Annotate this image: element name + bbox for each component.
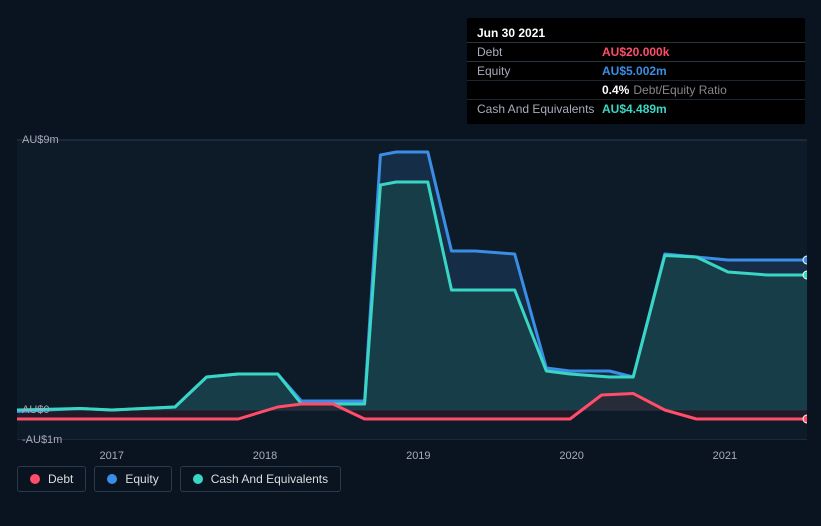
y-axis-label: AU$9m: [22, 134, 59, 146]
legend-dot-icon: [193, 474, 203, 484]
tooltip-value: AU$5.002m: [602, 64, 795, 78]
tooltip-label: Cash And Equivalents: [477, 102, 602, 116]
legend-item[interactable]: Cash And Equivalents: [180, 466, 341, 492]
legend-item[interactable]: Equity: [94, 466, 171, 492]
y-axis-label: AU$0: [22, 404, 50, 416]
x-axis-label: 2017: [100, 450, 124, 462]
tooltip-row: Cash And EquivalentsAU$4.489m: [467, 100, 805, 118]
tooltip-row: EquityAU$5.002m: [467, 62, 805, 81]
tooltip-label: [477, 83, 602, 97]
tooltip-value: 0.4%Debt/Equity Ratio: [602, 83, 795, 97]
x-axis-label: 2020: [559, 450, 583, 462]
x-axis-label: 2021: [713, 450, 737, 462]
tooltip-date-row: Jun 30 2021: [467, 24, 805, 43]
tooltip-row: DebtAU$20.000k: [467, 43, 805, 62]
legend-label: Cash And Equivalents: [211, 472, 328, 486]
tooltip-value: AU$4.489m: [602, 102, 795, 116]
legend-dot-icon: [107, 474, 117, 484]
financial-chart[interactable]: AU$9m AU$0 -AU$1m 2017 2018 2019 2020 2021 Deb…: [17, 120, 807, 500]
y-axis-label: -AU$1m: [22, 434, 62, 446]
tooltip-row: 0.4%Debt/Equity Ratio: [467, 81, 805, 100]
x-axis-label: 2019: [406, 450, 430, 462]
legend-label: Equity: [125, 472, 158, 486]
tooltip-extra: Debt/Equity Ratio: [633, 83, 726, 97]
tooltip-panel: Jun 30 2021 DebtAU$20.000kEquityAU$5.002…: [467, 18, 805, 124]
legend-item[interactable]: Debt: [17, 466, 86, 492]
tooltip-date: Jun 30 2021: [477, 26, 545, 40]
legend-label: Debt: [48, 472, 73, 486]
tooltip-value: AU$20.000k: [602, 45, 795, 59]
tooltip-label: Equity: [477, 64, 602, 78]
tooltip-label: Debt: [477, 45, 602, 59]
legend-dot-icon: [30, 474, 40, 484]
legend: Debt Equity Cash And Equivalents: [17, 466, 341, 492]
x-axis-label: 2018: [253, 450, 277, 462]
